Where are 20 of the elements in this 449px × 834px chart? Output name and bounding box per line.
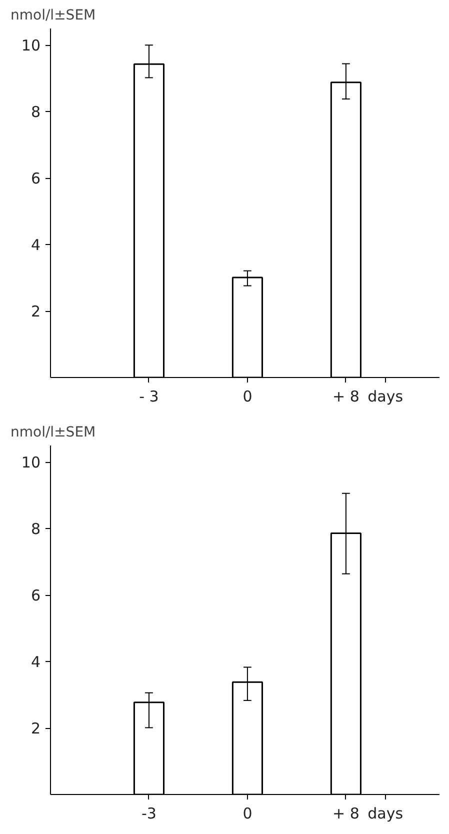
x-tick-label: -3 xyxy=(142,804,156,822)
y-tick-label: 6 xyxy=(30,170,41,188)
y-tick-label: 10 xyxy=(21,36,41,55)
x-tick-label: 0 xyxy=(242,388,252,406)
x-tick-label: 0 xyxy=(242,804,252,822)
y-tick-label: 2 xyxy=(30,302,41,321)
y-tick-label: 2 xyxy=(30,720,41,738)
y-tick-label: 10 xyxy=(21,454,41,472)
y-tick-label: 8 xyxy=(30,103,41,122)
x-tick-label: + 8 xyxy=(332,804,360,822)
y-tick-label: 4 xyxy=(30,236,41,254)
y-tick-label: 4 xyxy=(30,653,41,672)
x-tick-label: + 8 xyxy=(332,388,360,406)
y-tick-label: 6 xyxy=(30,586,41,605)
y-tick-label: 8 xyxy=(30,520,41,538)
x-axis-title: days xyxy=(368,388,404,406)
y-axis-title: nmol/l±SEM xyxy=(10,8,96,24)
x-tick-label: - 3 xyxy=(139,388,159,406)
x-axis-title: days xyxy=(368,804,404,822)
y-axis-title: nmol/l±SEM xyxy=(10,424,96,440)
